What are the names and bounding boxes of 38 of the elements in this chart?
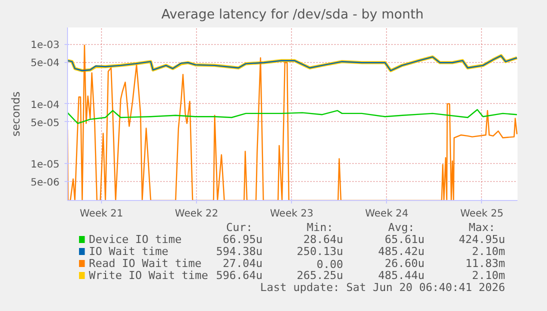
y-tick-label: 1e-04 (30, 100, 60, 111)
y-axis-title: seconds (10, 91, 23, 136)
text: 65.61u (384, 233, 425, 246)
legend-label: Device IO time (88, 233, 182, 246)
text: 265.25u (296, 269, 344, 282)
text: 596.64u (216, 269, 262, 282)
text: 11.83m (465, 257, 506, 270)
text: 2.10m (472, 269, 506, 282)
y-tick-label: 5e-04 (30, 58, 60, 70)
text: 2.10m (472, 245, 506, 258)
legend-label: Write IO Wait time (88, 269, 208, 282)
x-tick-label: Week 22 (174, 208, 218, 220)
text: 250.13u (296, 245, 344, 258)
chart-title: Average latency for /dev/sda - by month (161, 8, 424, 22)
text: Cur: (226, 221, 253, 234)
text: 66.95u (222, 233, 262, 246)
text: 594.38u (216, 245, 262, 258)
text: 485.42u (378, 245, 425, 258)
legend-label: Read IO Wait time (88, 257, 202, 270)
y-tick-label: 1e-03 (30, 40, 60, 52)
x-tick-label: Week 23 (270, 208, 314, 220)
text: 485.44u (378, 269, 425, 282)
text: 26.60u (384, 257, 425, 270)
y-tick-label: 5e-06 (30, 177, 60, 188)
text: 27.04u (222, 257, 262, 270)
y-tick-label: 5e-05 (30, 118, 60, 129)
text: Avg: (388, 221, 415, 234)
text: Max: (468, 221, 496, 234)
text: 28.64u (303, 233, 344, 246)
x-tick-label: Week 24 (365, 208, 408, 220)
x-tick-label: Week 25 (460, 208, 504, 220)
legend-label: IO Wait time (88, 245, 168, 258)
text: Min: (306, 221, 334, 234)
text: Last update: Sat Jun 20 06:40:41 2026 (260, 281, 506, 294)
text: 424.95u (458, 233, 506, 246)
y-tick-label: 1e-05 (30, 160, 60, 171)
text: 0.00 (316, 258, 344, 271)
x-tick-label: Week 21 (80, 208, 124, 220)
